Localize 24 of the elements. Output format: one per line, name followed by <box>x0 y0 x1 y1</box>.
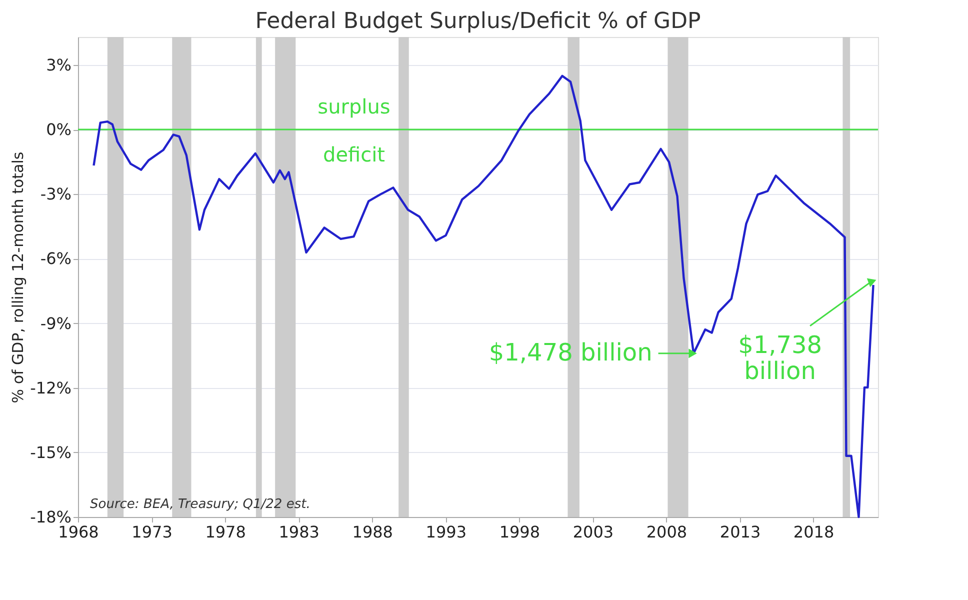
x-tick-label: 1973 <box>132 522 172 542</box>
x-tick-label: 2018 <box>793 522 834 542</box>
y-tick-label: -3% <box>40 184 72 204</box>
x-tick-label: 1983 <box>278 522 320 542</box>
annotation: $1,478 billion <box>488 338 652 366</box>
y-tick-label: -9% <box>40 314 72 333</box>
x-tick-label: 1998 <box>499 522 540 542</box>
x-tick-label: 2008 <box>646 522 688 542</box>
annotation: $1,738 billion <box>738 330 822 385</box>
x-tick-label: 2013 <box>720 522 761 542</box>
y-tick-label: -6% <box>40 249 72 268</box>
chart-title: Federal Budget Surplus/Deficit % of GDP <box>255 9 701 34</box>
y-tick-label: 0% <box>46 120 72 140</box>
y-tick-label: -15% <box>30 442 72 462</box>
x-tick-label: 1993 <box>426 522 467 542</box>
x-tick-label: 1978 <box>205 522 246 542</box>
x-tick-label: 1988 <box>352 522 393 542</box>
annotation: deficit <box>323 142 386 167</box>
annotation: Source: BEA, Treasury; Q1/22 est. <box>90 497 310 512</box>
y-tick-label: -12% <box>30 378 72 398</box>
x-tick-label: 2003 <box>572 522 614 542</box>
y-tick-label: 3% <box>46 55 72 74</box>
annotation: surplus <box>318 94 390 119</box>
y-axis-title: % of GDP, rolling 12-month totals <box>9 152 28 404</box>
